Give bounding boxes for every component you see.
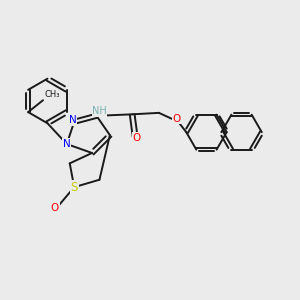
Text: N: N xyxy=(69,115,76,125)
Text: NH: NH xyxy=(92,106,107,116)
Text: O: O xyxy=(172,114,181,124)
Text: S: S xyxy=(70,181,78,194)
Text: O: O xyxy=(51,203,59,213)
Text: CH₃: CH₃ xyxy=(44,90,60,99)
Text: O: O xyxy=(133,133,141,143)
Text: N: N xyxy=(63,139,71,149)
